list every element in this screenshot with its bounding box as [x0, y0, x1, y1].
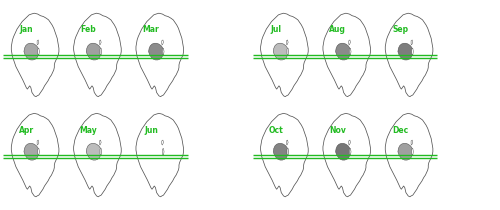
Polygon shape: [411, 140, 413, 145]
Polygon shape: [100, 40, 101, 45]
Text: Jun: Jun: [144, 126, 158, 135]
Text: Jan: Jan: [20, 25, 33, 34]
Polygon shape: [350, 148, 351, 155]
Polygon shape: [162, 48, 164, 55]
Polygon shape: [398, 43, 413, 60]
Text: Feb: Feb: [80, 25, 96, 34]
Polygon shape: [286, 140, 288, 145]
Polygon shape: [100, 148, 102, 155]
Polygon shape: [86, 43, 101, 60]
Polygon shape: [412, 48, 414, 55]
Text: Apr: Apr: [18, 126, 34, 135]
Polygon shape: [37, 40, 39, 45]
Polygon shape: [100, 48, 102, 55]
Polygon shape: [12, 13, 59, 97]
Polygon shape: [336, 143, 350, 160]
Text: Dec: Dec: [392, 126, 408, 135]
Polygon shape: [348, 140, 350, 145]
Polygon shape: [162, 40, 164, 45]
Polygon shape: [386, 13, 433, 97]
Polygon shape: [412, 148, 414, 155]
Text: Sep: Sep: [392, 25, 408, 34]
Polygon shape: [273, 43, 288, 60]
Polygon shape: [286, 40, 288, 45]
Polygon shape: [38, 48, 40, 55]
Polygon shape: [350, 48, 351, 55]
Polygon shape: [24, 143, 39, 160]
Polygon shape: [100, 140, 101, 145]
Polygon shape: [37, 140, 39, 145]
Text: Nov: Nov: [330, 126, 346, 135]
Polygon shape: [74, 13, 121, 97]
Polygon shape: [86, 143, 101, 160]
Polygon shape: [136, 113, 184, 197]
Polygon shape: [386, 113, 433, 197]
Polygon shape: [287, 148, 288, 155]
Text: Aug: Aug: [330, 25, 346, 34]
Polygon shape: [162, 140, 164, 145]
Polygon shape: [162, 148, 164, 155]
Polygon shape: [411, 40, 413, 45]
Polygon shape: [323, 113, 370, 197]
Text: Jul: Jul: [270, 25, 281, 34]
Text: Mar: Mar: [142, 25, 160, 34]
Polygon shape: [398, 143, 413, 160]
Polygon shape: [336, 43, 350, 60]
Text: Oct: Oct: [268, 126, 283, 135]
Polygon shape: [287, 48, 288, 55]
Polygon shape: [273, 143, 288, 160]
Text: May: May: [80, 126, 98, 135]
Polygon shape: [38, 148, 40, 155]
Polygon shape: [24, 43, 39, 60]
Polygon shape: [260, 13, 308, 97]
Polygon shape: [74, 113, 121, 197]
Polygon shape: [12, 113, 59, 197]
Polygon shape: [260, 113, 308, 197]
Polygon shape: [348, 40, 350, 45]
Polygon shape: [323, 13, 370, 97]
Polygon shape: [136, 13, 184, 97]
Polygon shape: [148, 43, 164, 60]
